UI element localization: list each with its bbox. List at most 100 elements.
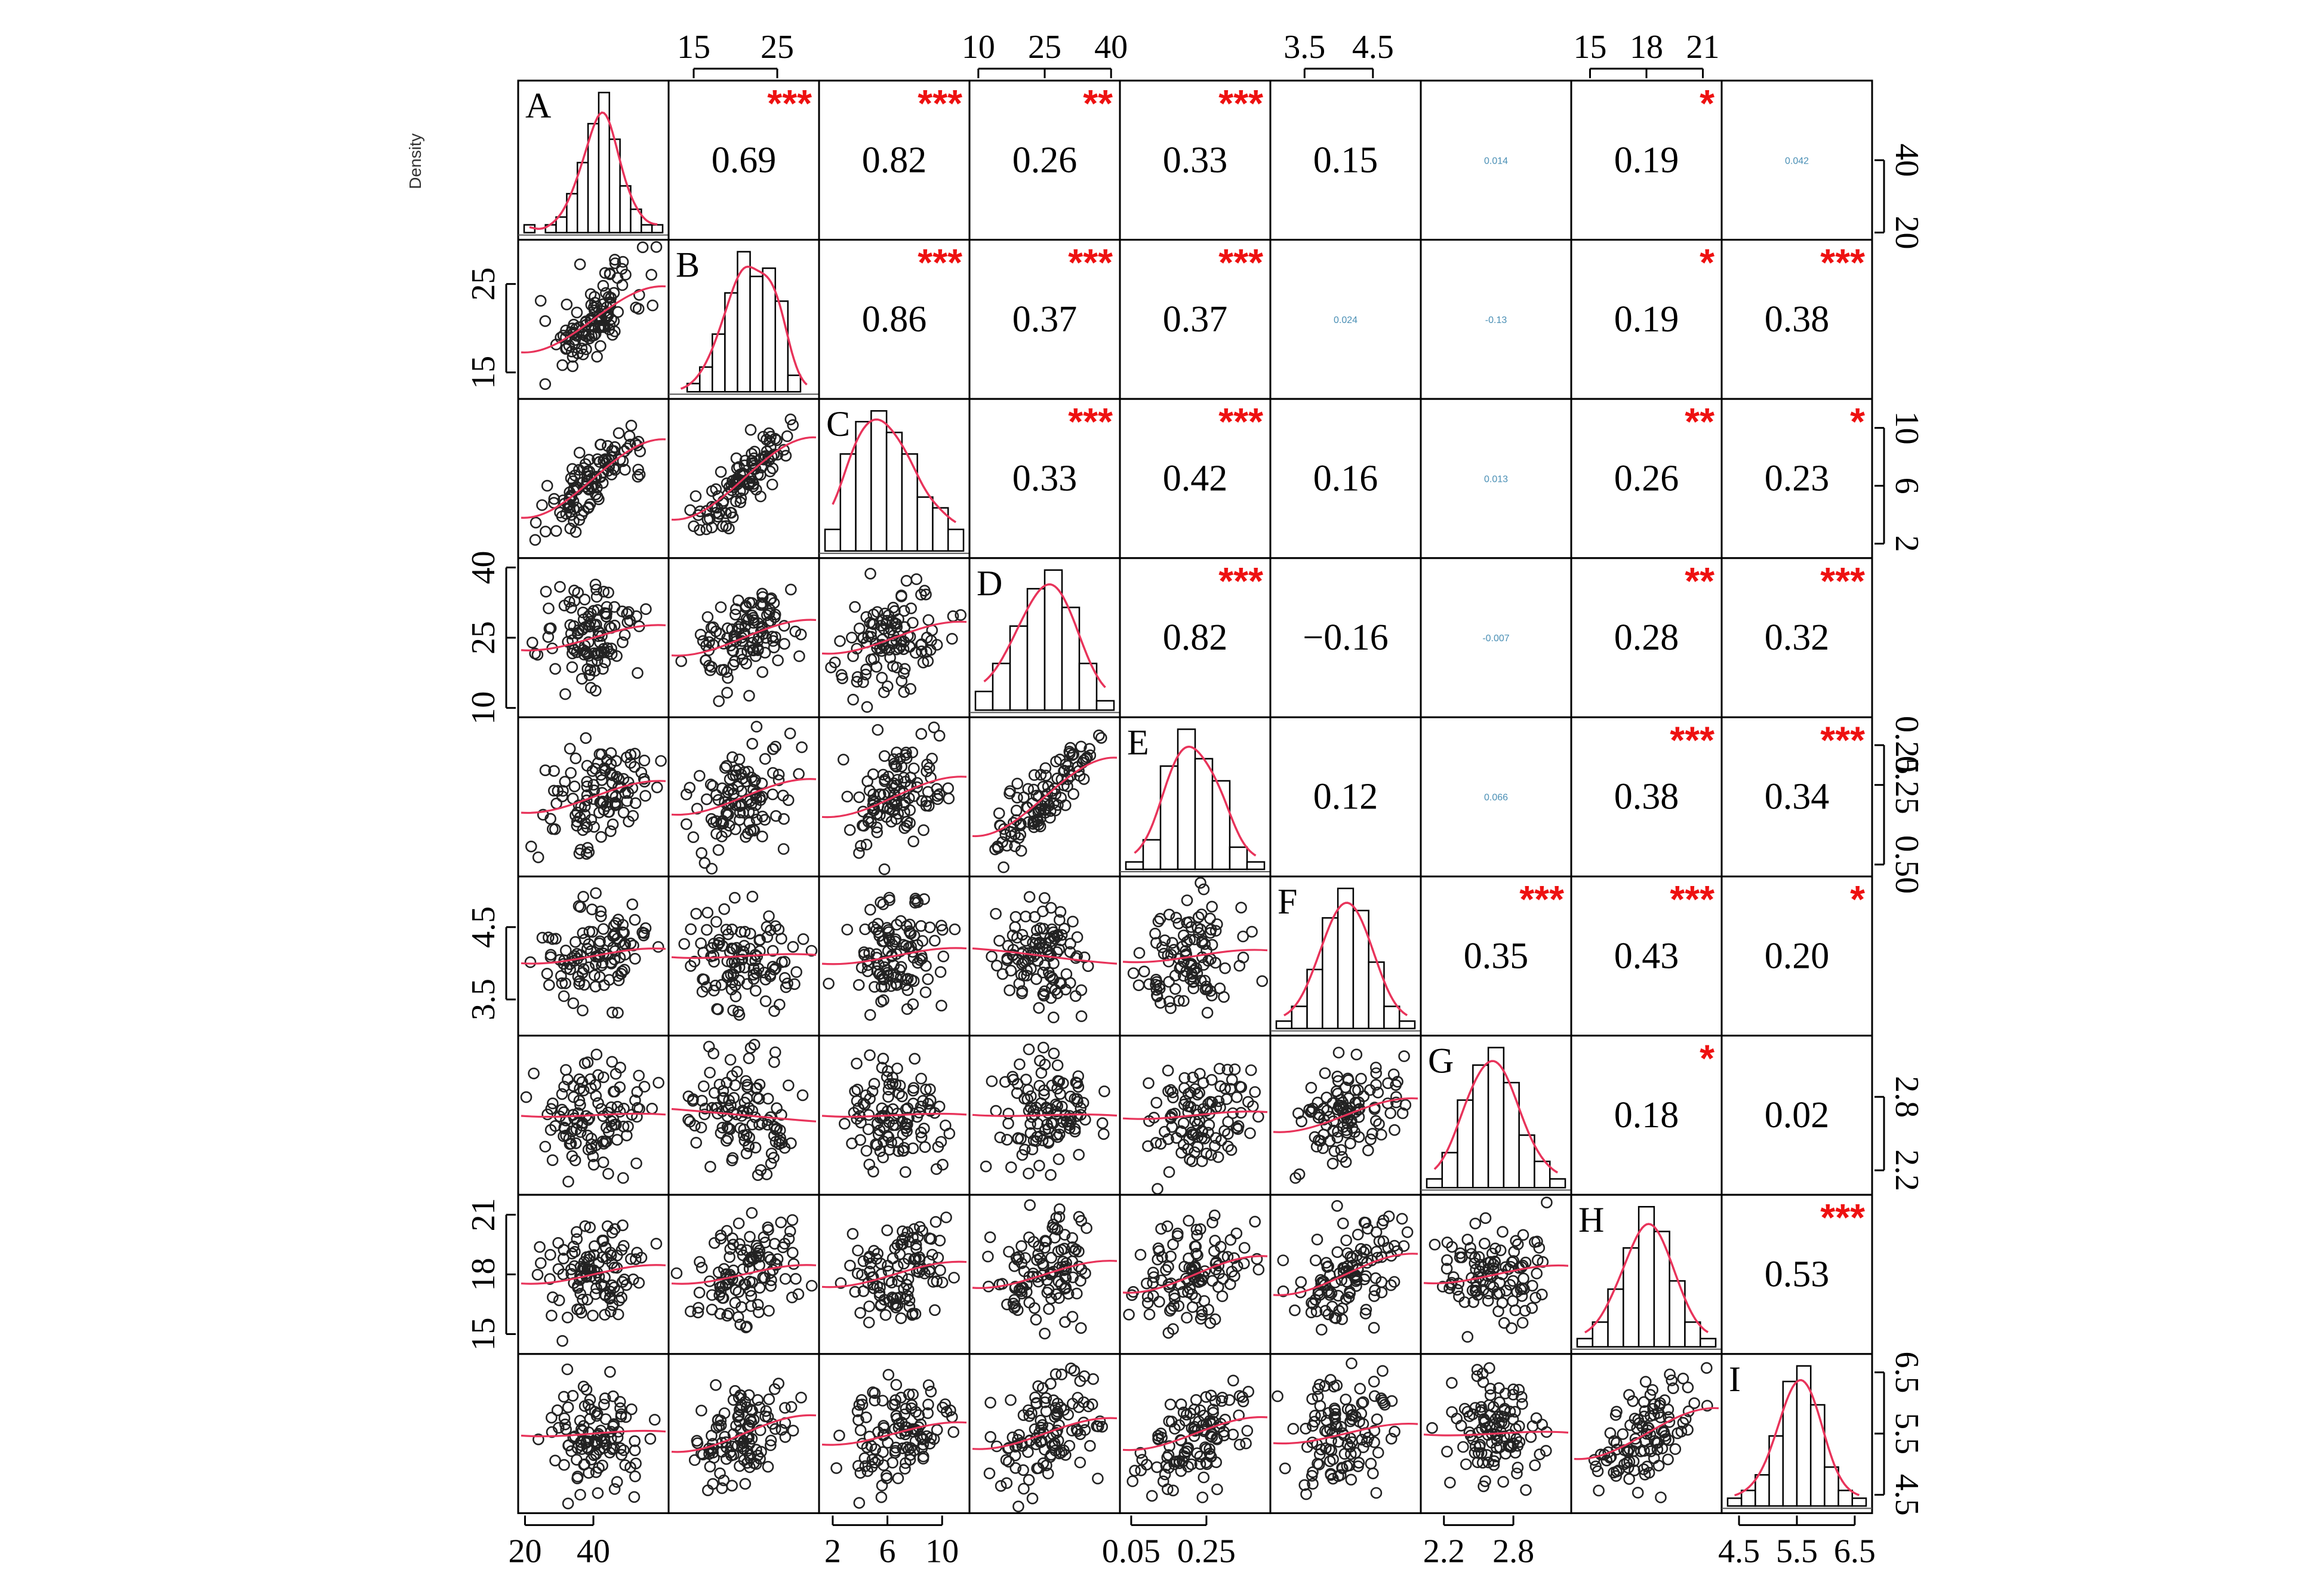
scatter-point (587, 779, 600, 791)
scatter-point (1004, 984, 1015, 996)
scatter-point (757, 430, 769, 443)
scatter-point (851, 1057, 863, 1070)
scatter-point (1206, 900, 1218, 913)
scatter-point (829, 656, 841, 669)
scatter-point (756, 666, 768, 678)
scatter-point (1029, 816, 1041, 829)
scatter-point (546, 823, 559, 835)
scatter-point (578, 979, 590, 991)
scatter-point (629, 797, 642, 809)
scatter-point (881, 1130, 894, 1142)
scatter-point (562, 1176, 574, 1188)
scatter-point (1073, 770, 1086, 782)
scatter-point (1237, 951, 1249, 964)
scatter-point (736, 953, 749, 965)
scatter-point (777, 789, 789, 802)
left-axis-F: 3.5 4.5 (465, 906, 516, 1020)
hist-bar (1275, 1020, 1293, 1029)
scatter-point (748, 776, 760, 788)
scatter-point (1064, 742, 1076, 754)
scatter-point (876, 1062, 888, 1074)
scatter-point (1064, 977, 1076, 989)
scatter-point (851, 1084, 864, 1096)
scatter-point (573, 447, 586, 459)
scatter-point (1169, 983, 1181, 995)
scatter-point (617, 807, 630, 819)
scatter-point (583, 961, 595, 973)
scatter-point (785, 583, 797, 596)
tick-label: 21 (465, 1198, 502, 1232)
scatter-point (922, 655, 934, 668)
scatter-point (866, 1085, 879, 1097)
scatter-point (602, 586, 614, 599)
scatter-point (604, 620, 615, 633)
scatter-point (796, 741, 808, 753)
scatter-point (747, 617, 759, 629)
scatter-point (752, 468, 764, 481)
significance-stars: ** (1685, 400, 1714, 443)
scatter-point (933, 788, 946, 800)
scatter-point (1080, 753, 1092, 765)
cell-I-H (1570, 1353, 1723, 1514)
scatter-point (896, 1090, 908, 1103)
significance-stars: ** (1083, 82, 1113, 125)
scatter-point (537, 808, 549, 821)
cell-G-F (1269, 1035, 1422, 1196)
scatter-point (589, 958, 602, 970)
scatter-point (687, 831, 700, 843)
tick-label: 10 (465, 691, 502, 725)
tick-label: 2.2 (1888, 1149, 1925, 1191)
scatter-point (572, 971, 584, 983)
scatter-point (922, 614, 935, 626)
scatter-point (625, 419, 638, 432)
scatter-point (744, 424, 757, 436)
cell-C-E: 0.42 *** (1119, 398, 1272, 559)
tick-label: 6.5 (1888, 1352, 1925, 1394)
scatter-point (650, 241, 663, 253)
scatter-point (1195, 876, 1206, 889)
scatter-point (746, 454, 758, 467)
cell-frame (1720, 398, 1873, 559)
scatter-point (586, 481, 598, 493)
correlation-value: 0.19 (1614, 140, 1679, 180)
correlation-value: 0.37 (1163, 299, 1228, 340)
scatter-point (789, 978, 801, 991)
cell-D-F: −0.16 (1269, 557, 1422, 718)
scatter-point (756, 591, 769, 603)
scatter-point (616, 605, 629, 617)
left-axis-H: 15 18 21 (465, 1198, 516, 1351)
bottom-axis-A: 20 40 (508, 1515, 610, 1570)
scatter-point (847, 694, 859, 706)
scatter-point (724, 1054, 737, 1066)
hist-bar (1095, 700, 1115, 711)
scatter-point (1196, 935, 1208, 947)
scatter-point (1067, 748, 1079, 761)
scatter-point (722, 970, 734, 982)
scatter-point (904, 927, 916, 939)
cell-H-D (968, 1194, 1121, 1355)
density-curve (1134, 745, 1257, 857)
correlation-value: 0.26 (1614, 459, 1679, 499)
hist-bar (1592, 1321, 1609, 1348)
scatter-point (924, 644, 937, 656)
scatter-point (909, 1053, 921, 1065)
scatter-point (763, 910, 775, 922)
scatter-point (727, 751, 738, 763)
scatter-point (920, 588, 932, 601)
tick-label: 20 (508, 1533, 541, 1570)
scatter-point (857, 1097, 869, 1109)
cell-frame (1720, 239, 1873, 400)
scatter-point (629, 913, 641, 926)
scatter-point (1075, 984, 1088, 996)
scatter-point (898, 686, 910, 698)
scatter-point (1039, 807, 1051, 819)
cell-frame (667, 79, 820, 241)
cell-A-F: 0.15 (1269, 79, 1422, 241)
significance-stars: *** (1068, 241, 1113, 284)
scatter-point (734, 814, 746, 826)
hist-bar (1426, 1178, 1443, 1189)
scatter-point (789, 625, 801, 638)
smooth-line (671, 778, 817, 816)
cell-C-C: C (818, 398, 971, 559)
scatter-point (1155, 996, 1166, 1009)
